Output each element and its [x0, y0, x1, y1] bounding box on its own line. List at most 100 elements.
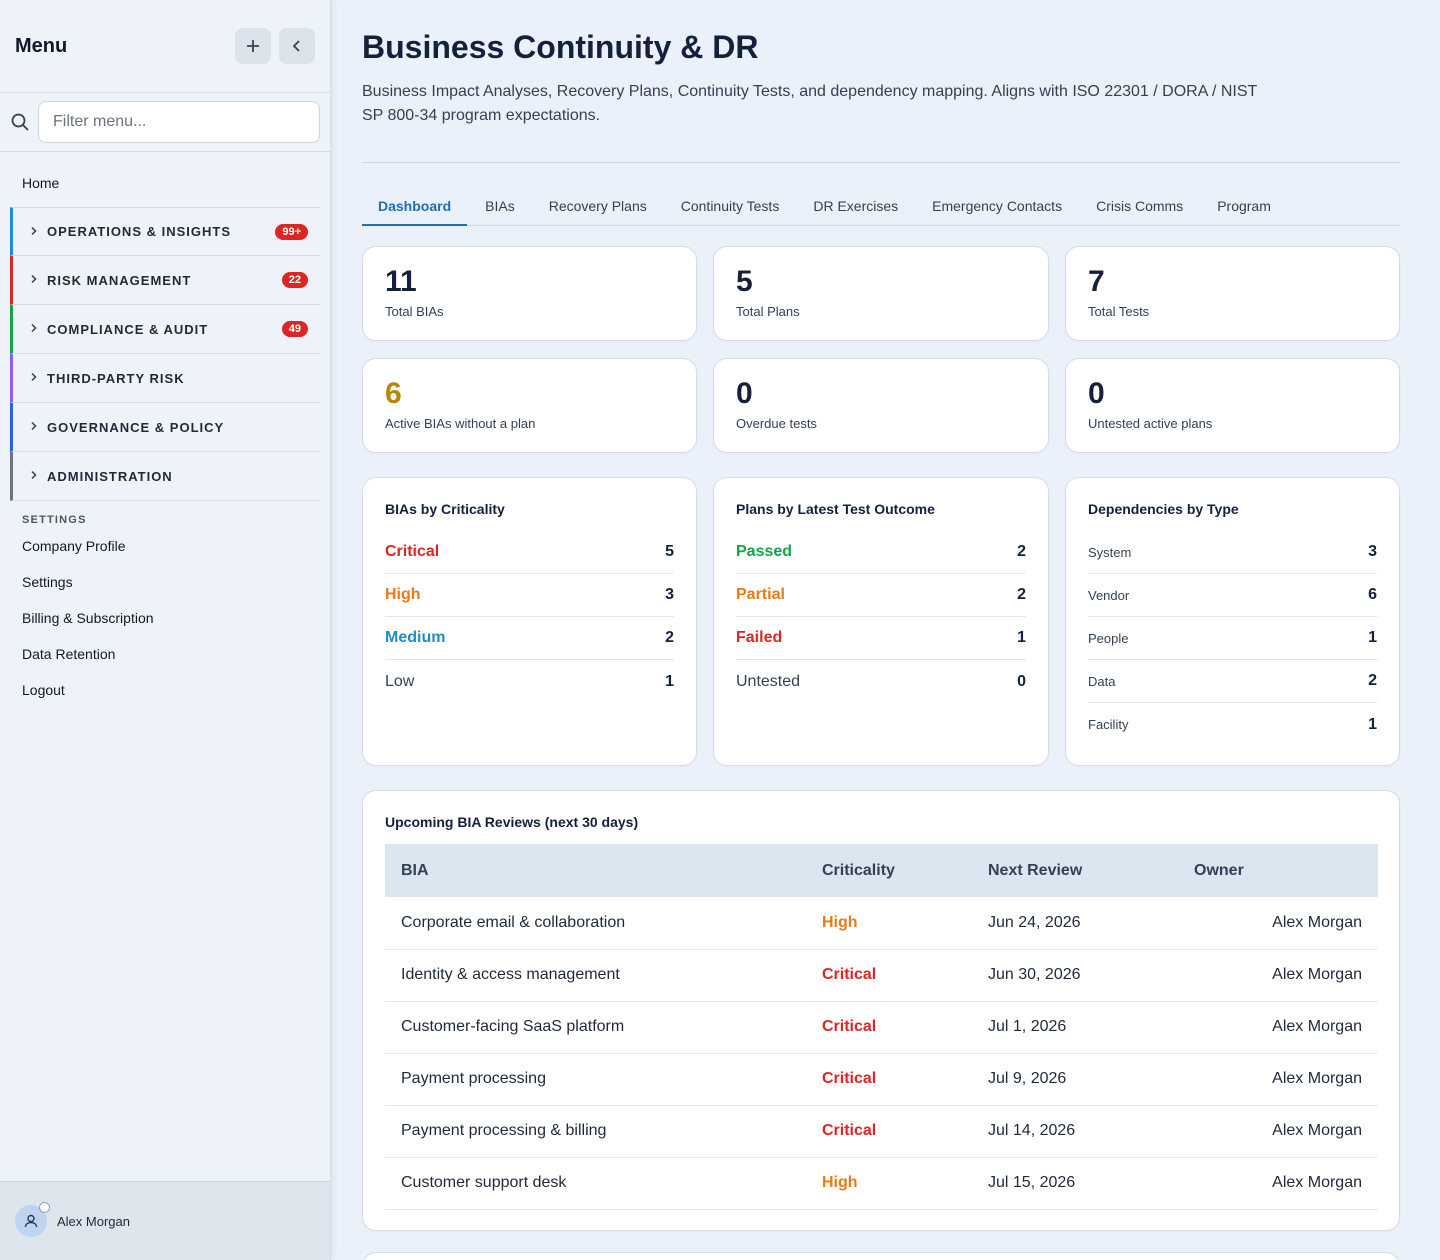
collapse-sidebar-button[interactable] [279, 28, 315, 64]
count-badge: 22 [281, 272, 308, 288]
sidebar-link[interactable]: Billing & Subscription [22, 610, 154, 626]
list-item-value: 2 [1017, 543, 1026, 560]
list-item-label: Critical [385, 543, 440, 560]
page-title: Business Continuity & DR [362, 29, 759, 65]
column-header: Owner [1194, 861, 1244, 879]
list-item: Low 1 [385, 660, 674, 703]
stat-card: 5 Total Plans [713, 246, 1049, 341]
criticality-list: Critical 5 High 3 Medium 2 Low 1 [385, 531, 674, 703]
table-row[interactable]: Customer-facing SaaS platform Critical Jul… [385, 1001, 1378, 1054]
tab-crisis-comms[interactable]: Crisis Comms [1096, 198, 1184, 214]
list-item: Vendor 6 [1088, 574, 1377, 617]
tab-bias[interactable]: BIAs [485, 198, 515, 214]
chevron-left-icon [292, 40, 300, 52]
user-footer[interactable]: Alex Morgan [0, 1181, 330, 1260]
list-item-label: System [1088, 544, 1132, 560]
plus-icon [247, 40, 259, 52]
list-item-label: Untested [736, 672, 801, 690]
next-review-date: Jul 9, 2026 [972, 1053, 1178, 1106]
card-title: Dependencies by Type [1088, 501, 1239, 517]
stat-value: 0 [736, 377, 753, 410]
list-item-value: 1 [1368, 715, 1377, 733]
count-badge: 49 [281, 321, 308, 337]
table-row[interactable]: Payment processing Critical Jul 9, 2026 Ale… [385, 1053, 1378, 1106]
sidebar-section[interactable]: THIRD-PARTY RISK [10, 354, 320, 403]
sidebar-link[interactable]: Company Profile [22, 538, 126, 554]
search-icon [10, 112, 38, 132]
sidebar-section-label: COMPLIANCE & AUDIT [47, 321, 209, 337]
outcome-list: Passed 2 Partial 2 Failed 1 Untested 0 [736, 531, 1026, 703]
stat-card: 0 Overdue tests [713, 358, 1049, 453]
tab-dashboard[interactable]: Dashboard [362, 186, 468, 226]
sidebar-sections: OPERATIONS & INSIGHTS 99+ RISK MANAGEMENT 2… [10, 207, 320, 501]
stat-value: 11 [385, 265, 417, 298]
divider [362, 162, 1400, 163]
bia-name: Payment processing & billing [385, 1105, 806, 1158]
list-item-label: Data [1088, 673, 1116, 689]
upcoming-reviews-card: Upcoming BIA Reviews (next 30 days) BIA C… [362, 790, 1400, 1231]
chevron-right-icon [29, 225, 47, 239]
table-row[interactable]: Identity & access management Critical Jun … [385, 949, 1378, 1002]
owner-name: Alex Morgan [1178, 1053, 1378, 1106]
stat-card: 11 Total BIAs [362, 246, 697, 341]
bia-name: Payment processing [385, 1053, 806, 1106]
filter-menu-input[interactable] [38, 101, 320, 143]
sidebar-section[interactable]: COMPLIANCE & AUDIT 49 [10, 305, 320, 354]
tab-continuity-tests[interactable]: Continuity Tests [680, 198, 780, 214]
sidebar-item-home[interactable]: Home [22, 175, 60, 191]
tab-program[interactable]: Program [1217, 198, 1271, 214]
sidebar-section[interactable]: GOVERNANCE & POLICY [10, 403, 320, 452]
tab-emergency-contacts[interactable]: Emergency Contacts [932, 198, 1063, 214]
list-item-label: Low [385, 672, 415, 690]
list-item-value: 5 [665, 543, 674, 560]
column-header: Next Review [988, 861, 1083, 879]
list-item: People 1 [1088, 617, 1377, 660]
sidebar-section[interactable]: RISK MANAGEMENT 22 [10, 256, 320, 305]
list-item-value: 1 [665, 672, 674, 690]
stat-card: 7 Total Tests [1065, 246, 1400, 341]
sidebar-link[interactable]: Logout [22, 682, 65, 698]
sidebar-link[interactable]: Settings [22, 574, 73, 590]
sidebar-section-label: THIRD-PARTY RISK [47, 370, 185, 386]
list-item: Medium 2 [385, 617, 674, 660]
stat-label: Total Plans [736, 304, 800, 319]
add-button[interactable] [235, 28, 271, 64]
stat-label: Total Tests [1088, 304, 1150, 319]
list-item: Passed 2 [736, 531, 1026, 574]
bia-name: Identity & access management [385, 949, 806, 1002]
tab-dr-exercises[interactable]: DR Exercises [813, 198, 899, 214]
sidebar-search [0, 93, 330, 152]
list-item-value: 3 [1368, 543, 1377, 560]
list-item: Untested 0 [736, 660, 1026, 703]
table-row[interactable]: Payment processing & billing Critical Jul … [385, 1105, 1378, 1158]
sidebar-section[interactable]: ADMINISTRATION [10, 452, 320, 501]
next-review-date: Jul 14, 2026 [972, 1105, 1178, 1158]
bias-by-criticality-card: BIAs by Criticality Critical 5 High 3 Medium… [362, 477, 697, 766]
tab-recovery-plans[interactable]: Recovery Plans [548, 198, 647, 214]
owner-name: Alex Morgan [1178, 949, 1378, 1002]
card-title: Upcoming BIA Reviews (next 30 days) [385, 814, 639, 830]
bia-name: Customer support desk [385, 1157, 806, 1210]
chevron-right-icon [29, 371, 47, 385]
table-row[interactable]: Customer support desk High Jul 15, 2026 Ale… [385, 1157, 1378, 1210]
card-title: BIAs by Criticality [385, 501, 505, 517]
chevron-right-icon [29, 273, 47, 287]
count-badge: 99+ [275, 223, 308, 240]
criticality-cell: Critical [806, 1001, 972, 1054]
settings-links: Company Profile Settings Billing & Subscri… [0, 532, 330, 712]
table-row[interactable]: Corporate email & collaboration High Jun 2… [385, 897, 1378, 950]
gear-icon [39, 1202, 50, 1213]
stat-value: 0 [1088, 377, 1105, 410]
owner-name: Alex Morgan [1178, 1105, 1378, 1158]
sidebar-link[interactable]: Data Retention [22, 646, 116, 662]
list-item-label: Medium [385, 629, 446, 646]
next-review-date: Jul 15, 2026 [972, 1157, 1178, 1210]
stat-value: 7 [1088, 265, 1105, 298]
sidebar-section[interactable]: OPERATIONS & INSIGHTS 99+ [10, 207, 320, 256]
sidebar-header: Menu [0, 0, 330, 93]
bia-name: Corporate email & collaboration [385, 897, 806, 950]
page-description: Business Impact Analyses, Recovery Plans… [362, 83, 1257, 124]
list-item-value: 1 [1017, 629, 1026, 646]
settings-heading: SETTINGS [22, 514, 87, 526]
sidebar-title: Menu [15, 34, 68, 57]
